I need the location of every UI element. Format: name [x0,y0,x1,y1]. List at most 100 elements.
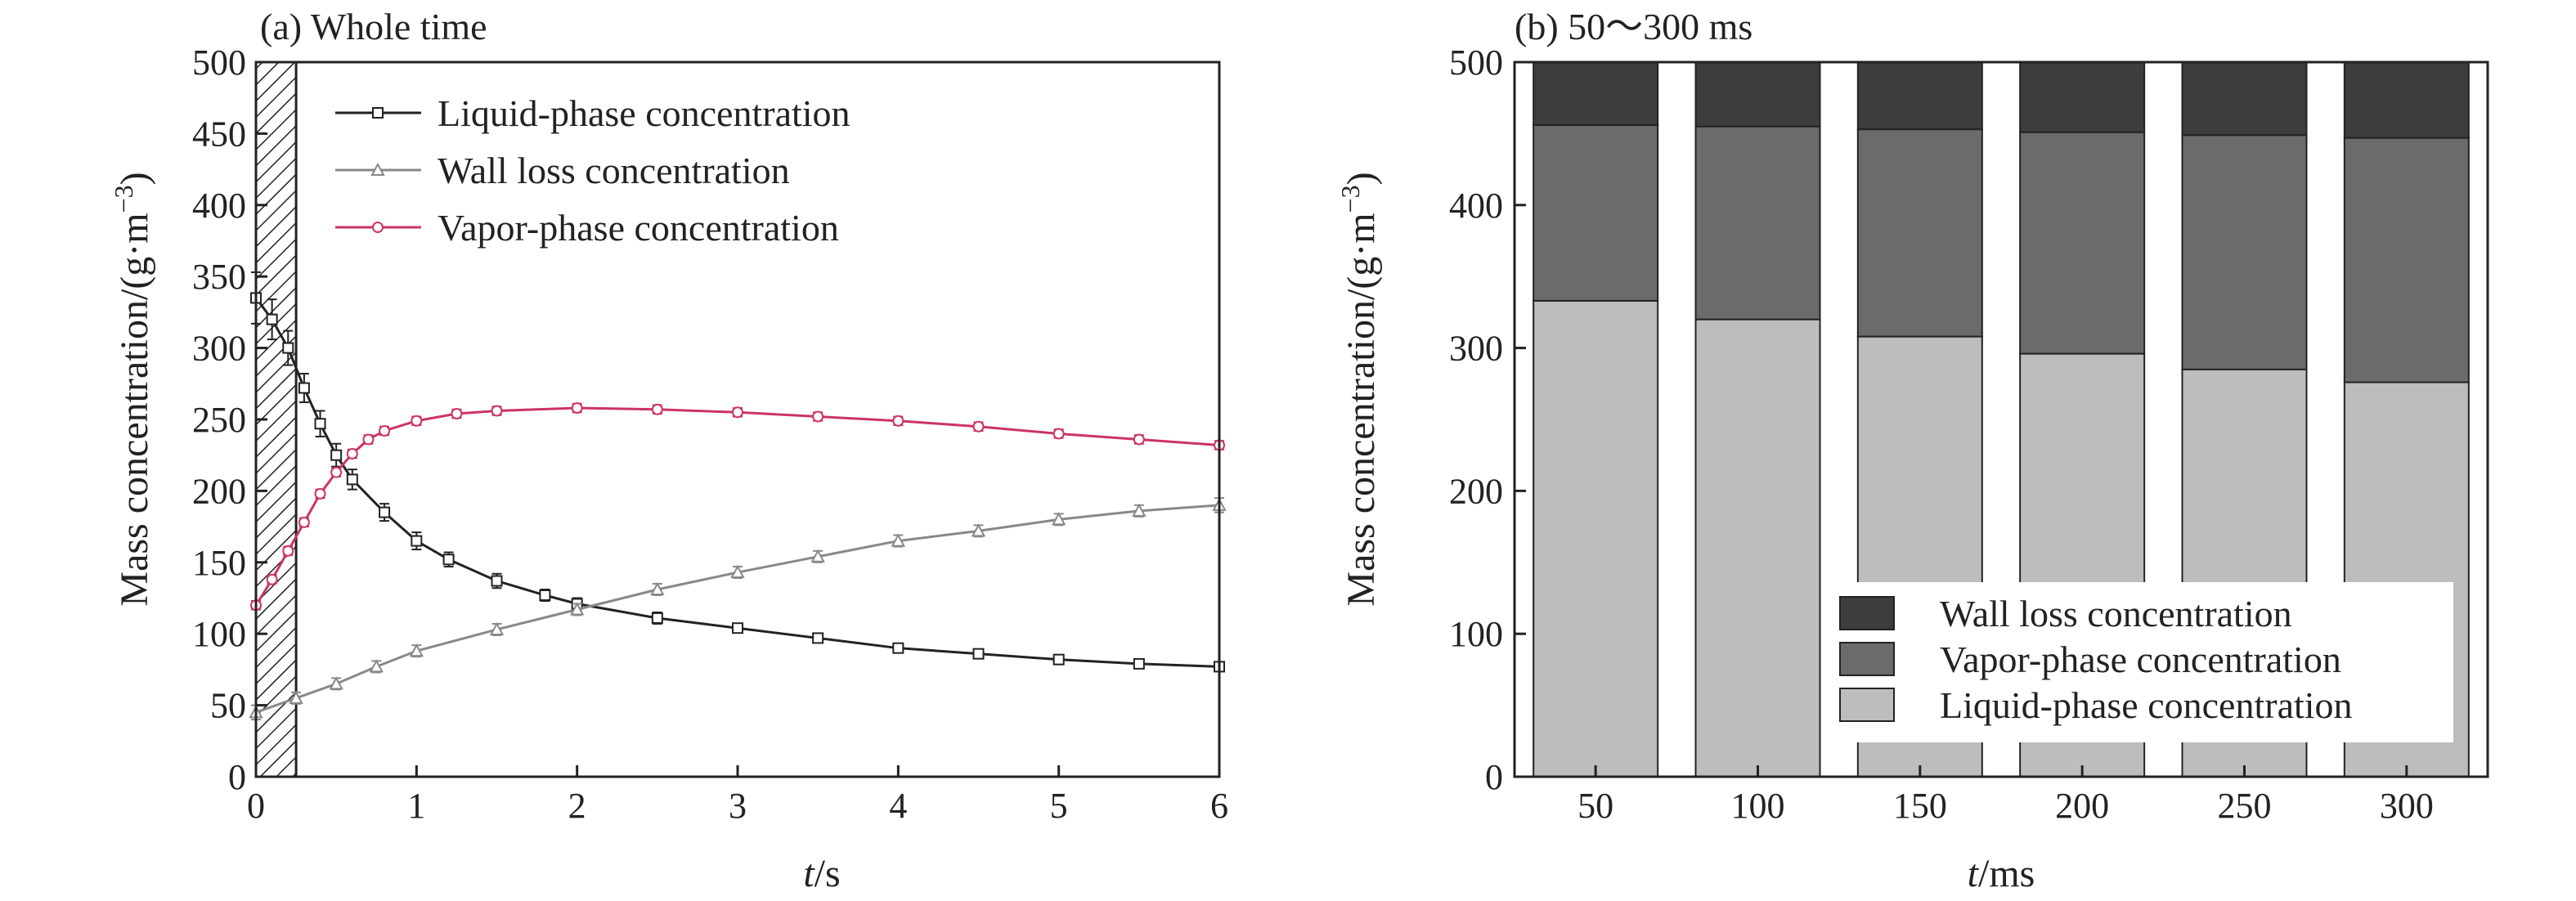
panel-a-x-axis-label: t/s [803,852,840,895]
bar-segment [2343,61,2470,139]
data-point [298,516,310,528]
data-point [489,621,505,635]
x-tick-label: 50 [1577,786,1613,826]
y-tick-label: 400 [1449,186,1503,226]
data-point [379,424,391,437]
data-point [346,473,358,486]
legend-entry: Wall loss concentration [1839,593,2292,634]
data-point [1051,512,1066,526]
data-point [442,554,455,566]
x-tick-label: 200 [2055,786,2109,826]
legend-label: Wall loss concentration [438,150,790,191]
data-point [650,581,665,596]
panel-a-line-chart: (a) Whole time 0 1 2 3 4 5 6 0 50 100 150 200 250 300… [109,6,1228,895]
data-point [569,602,585,616]
bar-stack-50 [1533,61,1659,778]
data-point [266,573,278,585]
panel-a-y-axis-label: Mass concentration/(g·m−3) [109,172,156,606]
panel-b-x-axis-label: t/ms [1968,852,2035,895]
panel-a-legend: Liquid-phase concentration Wall loss conc… [335,92,850,249]
data-point [329,676,343,690]
y-tick-label: 50 [210,686,246,726]
y-tick-label: 500 [192,43,246,83]
data-point [1133,657,1145,670]
bar-segment [1694,61,1821,128]
x-tick-label: 250 [2218,786,2272,826]
data-point [972,420,985,433]
legend-marker [370,162,385,176]
data-point [346,447,358,459]
y-tick-label: 0 [228,757,246,797]
bar-segment [2019,131,2146,355]
data-point [651,403,663,415]
panel-b-title: (b) 50～300 ms [1515,6,1752,47]
series-square [250,271,1225,673]
data-point [810,549,825,563]
data-point [972,648,985,660]
y-tick-label: 200 [1449,471,1503,511]
bar-segment [1856,61,1983,131]
legend-swatch [1839,596,1895,630]
data-point [732,406,743,419]
panel-a-title: (a) Whole time [260,6,487,47]
x-tick-label: 4 [889,786,907,826]
data-point [732,622,743,634]
data-point [379,506,391,518]
y-tick-label: 200 [192,471,246,511]
bar-segment [1694,318,1821,778]
data-point [369,659,384,673]
panel-a-ticks: 0 1 2 3 4 5 6 0 50 100 150 200 250 300 350 400 450 500 [192,43,1228,826]
data-point [411,535,423,547]
y-tick-label: 150 [192,543,246,583]
data-point [289,690,303,704]
data-point [282,545,294,557]
x-tick-label: 2 [568,786,586,826]
data-point [812,410,824,423]
bar-stack-100 [1694,61,1821,778]
data-point [330,449,343,461]
data-point [409,643,424,657]
series-line [255,504,1220,714]
data-point [1052,653,1065,666]
data-point [971,523,986,537]
y-tick-label: 450 [192,114,246,154]
bar-segment [1856,128,1983,338]
y-tick-label: 300 [1449,329,1503,369]
y-tick-label: 100 [192,614,246,654]
legend-label: Wall loss concentration [1940,593,2292,634]
bar-segment [2181,61,2308,137]
panel-b-y-axis-label: Mass concentration/(g·m−3) [1335,172,1383,606]
data-point [1052,428,1065,440]
data-point [1132,503,1147,517]
legend-entry: Vapor-phase concentration [1839,639,2341,680]
data-point [298,382,310,394]
x-tick-label: 300 [2380,786,2434,826]
legend-swatch [1839,642,1895,676]
data-point [314,418,326,430]
legend-label: Liquid-phase concentration [1940,684,2353,726]
bar-segment [2343,137,2470,383]
legend-entry: Liquid-phase concentration [335,92,850,134]
y-tick-label: 500 [1449,43,1503,83]
y-tick-label: 300 [192,329,246,369]
x-tick-label: 0 [247,786,265,826]
x-tick-label: 6 [1210,786,1228,826]
bar-segment [1694,125,1821,321]
legend-label: Vapor-phase concentration [1940,639,2341,680]
data-point [651,612,663,624]
bar-segment [2181,134,2308,370]
data-point [891,533,906,547]
series-circle [250,402,1225,612]
panel-b-legend: Wall loss concentration Vapor-phase conce… [1832,582,2453,742]
data-point [314,487,326,500]
data-point [539,589,551,602]
x-tick-label: 100 [1731,786,1785,826]
data-point [892,642,904,654]
data-point [1133,433,1145,446]
panel-b-plot-frame [1513,61,2489,778]
x-tick-label: 3 [729,786,747,826]
data-point [491,405,503,417]
y-tick-label: 250 [192,400,246,440]
y-tick-label: 350 [192,257,246,297]
bar-segment [1533,299,1659,778]
